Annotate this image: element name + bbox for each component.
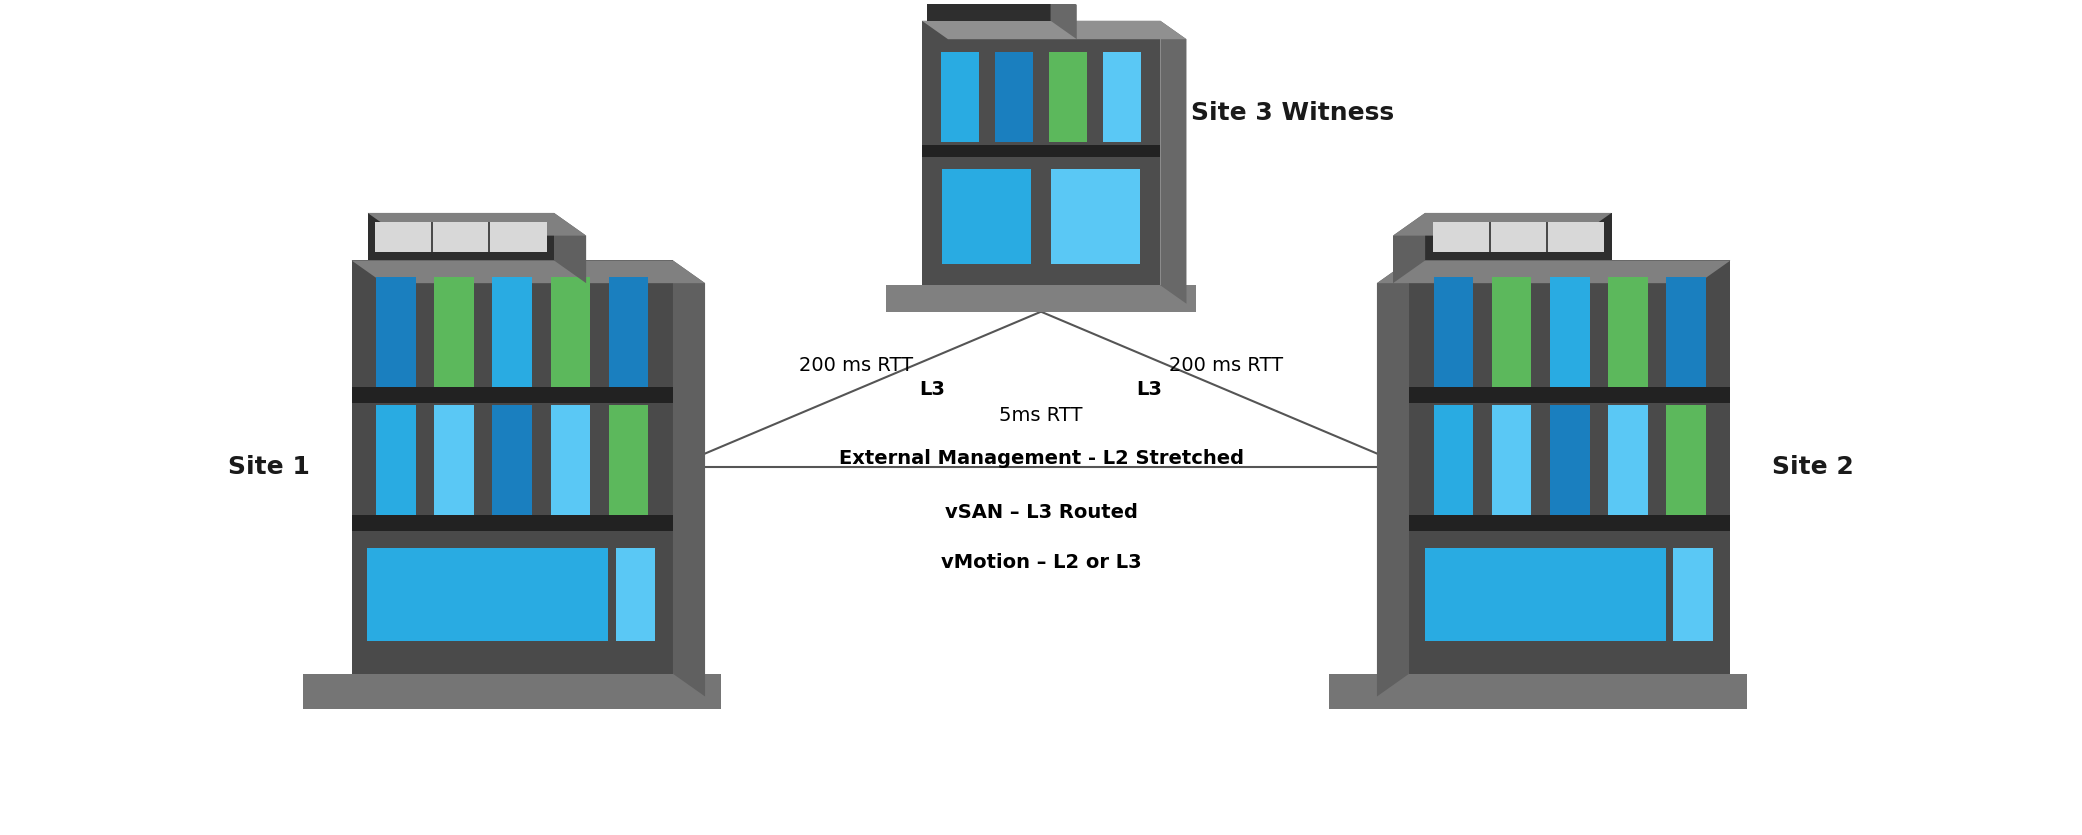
FancyBboxPatch shape [1410,387,1730,403]
FancyBboxPatch shape [1549,277,1589,387]
FancyBboxPatch shape [352,515,672,531]
Polygon shape [554,213,587,283]
FancyBboxPatch shape [1410,515,1730,531]
Text: External Management - L2 Stretched: External Management - L2 Stretched [839,449,1243,468]
FancyBboxPatch shape [1666,405,1705,514]
FancyBboxPatch shape [550,277,589,387]
Text: L3: L3 [920,381,945,399]
FancyBboxPatch shape [352,387,672,403]
FancyBboxPatch shape [1493,277,1532,387]
FancyBboxPatch shape [1051,169,1139,264]
Text: 5ms RTT: 5ms RTT [999,407,1083,425]
FancyBboxPatch shape [1434,277,1474,387]
FancyBboxPatch shape [366,548,608,640]
Text: Site 2: Site 2 [1772,455,1853,479]
FancyBboxPatch shape [941,53,979,143]
FancyBboxPatch shape [1666,277,1705,387]
FancyBboxPatch shape [377,405,416,514]
FancyBboxPatch shape [375,222,548,252]
Polygon shape [352,261,706,283]
Polygon shape [1376,261,1730,283]
FancyBboxPatch shape [352,261,672,674]
FancyBboxPatch shape [1434,405,1474,514]
Polygon shape [672,261,706,696]
Text: Site 1: Site 1 [229,455,310,479]
FancyBboxPatch shape [377,277,416,387]
FancyBboxPatch shape [435,277,475,387]
Polygon shape [1051,0,1076,39]
FancyBboxPatch shape [943,169,1031,264]
Text: 200 ms RTT: 200 ms RTT [1168,356,1283,375]
Polygon shape [369,213,587,235]
Text: vMotion – L2 or L3: vMotion – L2 or L3 [941,553,1141,572]
Polygon shape [1393,213,1426,283]
FancyBboxPatch shape [1410,261,1730,674]
FancyBboxPatch shape [608,405,648,514]
Text: Site 3 Witness: Site 3 Witness [1191,101,1395,125]
FancyBboxPatch shape [1607,277,1647,387]
FancyBboxPatch shape [1426,213,1611,261]
FancyBboxPatch shape [1328,674,1747,709]
Polygon shape [1376,261,1410,696]
FancyBboxPatch shape [1424,548,1666,640]
Polygon shape [1160,21,1187,304]
FancyBboxPatch shape [926,0,1051,21]
FancyBboxPatch shape [435,405,475,514]
Text: L3: L3 [1137,381,1162,399]
FancyBboxPatch shape [1549,405,1589,514]
FancyBboxPatch shape [1049,53,1087,143]
FancyBboxPatch shape [608,277,648,387]
FancyBboxPatch shape [493,405,533,514]
FancyBboxPatch shape [995,53,1033,143]
FancyBboxPatch shape [550,405,589,514]
FancyBboxPatch shape [304,674,720,709]
FancyBboxPatch shape [1103,53,1141,143]
Text: vSAN – L3 Routed: vSAN – L3 Routed [945,503,1137,522]
Polygon shape [922,21,1187,39]
FancyBboxPatch shape [887,286,1195,311]
FancyBboxPatch shape [922,21,1160,286]
FancyBboxPatch shape [1432,222,1603,252]
Text: 200 ms RTT: 200 ms RTT [799,356,914,375]
FancyBboxPatch shape [369,213,554,261]
FancyBboxPatch shape [616,548,656,640]
FancyBboxPatch shape [1607,405,1647,514]
FancyBboxPatch shape [493,277,533,387]
FancyBboxPatch shape [922,145,1160,157]
FancyBboxPatch shape [1493,405,1532,514]
FancyBboxPatch shape [1674,548,1713,640]
Polygon shape [1393,213,1611,235]
